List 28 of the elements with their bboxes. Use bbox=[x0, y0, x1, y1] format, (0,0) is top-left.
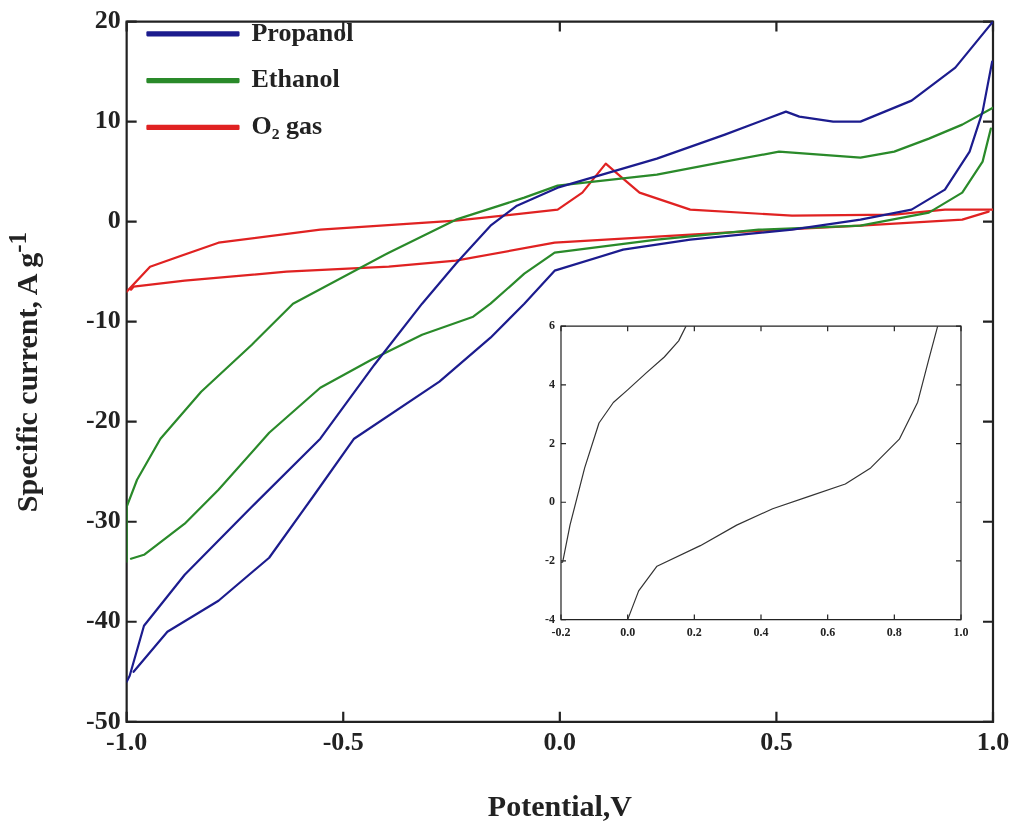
legend-label: Ethanol bbox=[251, 64, 340, 94]
y-tick-label: -2 bbox=[545, 553, 555, 568]
legend-label: O₂ gas bbox=[251, 111, 323, 141]
y-tick-label: 10 bbox=[94, 105, 121, 135]
x-tick-label: 0.8 bbox=[886, 624, 902, 639]
x-tick-label: 0.4 bbox=[753, 624, 769, 639]
x-tick-label: 0.5 bbox=[760, 727, 793, 757]
y-tick-label: 20 bbox=[94, 5, 121, 35]
x-tick-label: 0.2 bbox=[686, 624, 702, 639]
x-tick-label: 0.0 bbox=[543, 727, 577, 757]
x-tick-label: 0.0 bbox=[620, 624, 636, 639]
x-tick-label: -0.2 bbox=[551, 624, 571, 639]
y-tick-label: -30 bbox=[85, 505, 121, 535]
y-tick-label: -20 bbox=[85, 405, 121, 435]
y-tick-label: -10 bbox=[85, 305, 121, 335]
y-tick-label: 0 bbox=[107, 205, 121, 235]
y-tick-label: -40 bbox=[85, 605, 121, 635]
y-tick-label: -4 bbox=[545, 611, 555, 626]
y-tick-label: 0 bbox=[549, 494, 555, 509]
legend-label: Propanol bbox=[251, 17, 354, 47]
x-tick-label: 0.6 bbox=[820, 624, 836, 639]
x-tick-label: 1.0 bbox=[976, 727, 1010, 757]
x-tick-label: -0.5 bbox=[322, 727, 364, 757]
x-tick-label: 1.0 bbox=[953, 624, 969, 639]
y-tick-label: 2 bbox=[549, 435, 555, 450]
y-tick-label: 6 bbox=[549, 318, 555, 333]
y-tick-label: 4 bbox=[549, 376, 555, 391]
x-axis-title: Potential,V bbox=[487, 789, 632, 823]
